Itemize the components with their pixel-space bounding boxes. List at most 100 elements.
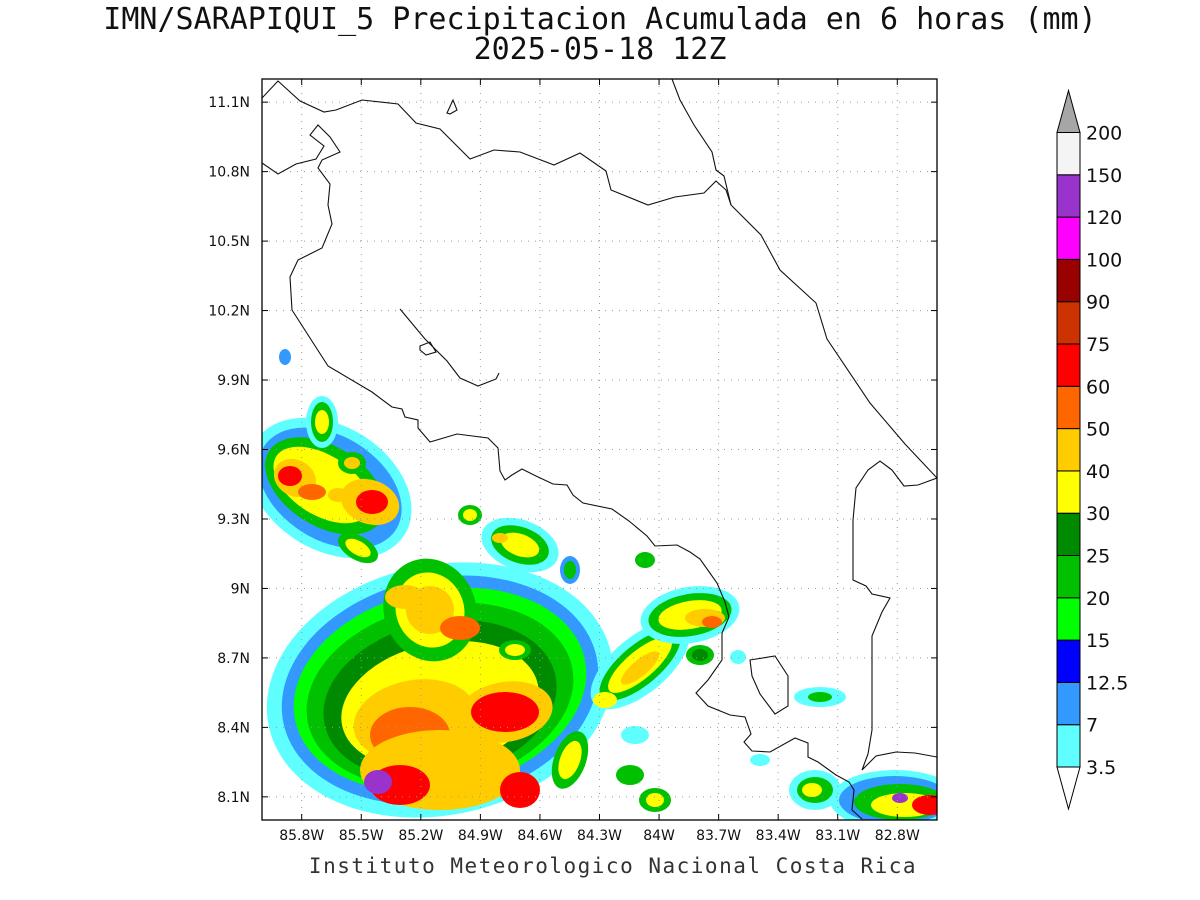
lat-tick-label: 8.4N xyxy=(217,720,250,736)
lat-tick-label: 10.2N xyxy=(208,304,250,320)
colorbar-label: 200 xyxy=(1086,123,1122,145)
lon-tick-label: 85.5W xyxy=(339,828,384,844)
colorbar-label: 20 xyxy=(1086,588,1110,610)
coastlines xyxy=(262,79,937,820)
precip-cell xyxy=(364,770,392,794)
lat-tick-label: 10.5N xyxy=(208,234,250,250)
precip-cell xyxy=(463,509,477,521)
lon-tick-label: 83.4W xyxy=(756,828,801,844)
colorbar-label: 50 xyxy=(1086,419,1110,441)
lon-tick-label: 85.2W xyxy=(398,828,443,844)
precip-cell xyxy=(440,616,480,640)
precip-cell xyxy=(912,795,937,815)
colorbar-swatch xyxy=(1056,385,1081,430)
precip-cell xyxy=(298,484,326,500)
colorbar-label: 120 xyxy=(1086,207,1122,229)
colorbar-swatch xyxy=(1056,301,1081,345)
nicoya-gulf-island xyxy=(419,341,437,356)
precip-cell xyxy=(616,765,644,785)
footer-credit: Instituto Meteorologico Nacional Costa R… xyxy=(308,854,918,878)
precip-cell xyxy=(692,649,708,661)
precip-cell xyxy=(385,585,425,609)
lon-tick-label: 85.8W xyxy=(279,828,324,844)
pacific-coastline-north xyxy=(262,80,937,820)
lat-tick-label: 9.3N xyxy=(217,512,250,528)
precip-cell xyxy=(750,754,770,766)
lat-tick-label: 9.6N xyxy=(217,443,250,459)
precipitation-field xyxy=(262,349,937,820)
colorbar-swatch xyxy=(1056,681,1081,726)
precip-cell xyxy=(471,692,539,732)
colorbar-label: 30 xyxy=(1086,503,1110,525)
colorbar-label: 12.5 xyxy=(1086,672,1128,694)
precip-cell xyxy=(328,488,348,502)
colorbar-label: 90 xyxy=(1086,292,1110,314)
colorbar: 3.5 7 12.5 15 20 25 30 40 50 60 75 90 100 120 150 200 xyxy=(1056,88,1128,811)
axis-ticks: 85.8W 85.5W 85.2W 84.9W 84.6W 84.3W 84W 83.7W 83… xyxy=(208,79,937,844)
colorbar-label: 7 xyxy=(1086,715,1098,737)
map-subtitle: 2025-05-18 12Z xyxy=(473,32,727,67)
lat-tick-label: 9N xyxy=(231,581,250,597)
precip-cell xyxy=(278,466,302,486)
colorbar-label: 25 xyxy=(1086,546,1110,568)
colorbar-swatch xyxy=(1056,512,1081,557)
colorbar-swatch xyxy=(1056,132,1081,176)
lon-tick-label: 83.1W xyxy=(815,828,860,844)
precip-cell xyxy=(646,793,664,807)
precip-cell xyxy=(558,740,582,780)
colorbar-label: 60 xyxy=(1086,376,1110,398)
colorbar-lower-arrow xyxy=(1056,766,1081,811)
north-lake xyxy=(446,98,458,115)
precip-cell xyxy=(505,644,525,656)
lat-tick-label: 11.1N xyxy=(208,95,250,111)
colorbar-swatch xyxy=(1056,639,1081,683)
lat-tick-label: 8.7N xyxy=(217,651,250,667)
colorbar-swatch xyxy=(1056,470,1081,514)
lat-tick-label: 8.1N xyxy=(217,790,250,806)
lon-tick-label: 83.7W xyxy=(696,828,741,844)
lon-tick-label: 84W xyxy=(643,828,675,844)
precip-cell xyxy=(802,783,822,797)
colorbar-label: 15 xyxy=(1086,630,1110,652)
precip-cell xyxy=(593,692,617,708)
precip-cell xyxy=(621,726,649,744)
colorbar-swatch xyxy=(1056,174,1081,218)
colorbar-label: 100 xyxy=(1086,249,1122,271)
colorbar-swatch xyxy=(1056,555,1081,599)
lon-tick-label: 84.6W xyxy=(517,828,562,844)
precip-cell xyxy=(620,651,660,685)
precip-cell xyxy=(345,538,371,558)
precip-cell xyxy=(702,616,722,628)
precip-cell xyxy=(730,650,746,664)
precip-cell xyxy=(808,692,832,702)
caribbean-coastline xyxy=(671,79,732,206)
colorbar-swatch xyxy=(1056,597,1081,641)
colorbar-label: 75 xyxy=(1086,334,1110,356)
colorbar-swatch xyxy=(1056,428,1081,472)
lon-tick-label: 84.9W xyxy=(458,828,503,844)
precip-cell xyxy=(492,533,508,543)
precip-cell xyxy=(500,772,540,808)
map-gridlines xyxy=(262,79,937,820)
colorbar-swatch xyxy=(1056,343,1081,387)
precip-cell xyxy=(564,561,576,579)
panama-border xyxy=(749,460,937,771)
precip-cell xyxy=(279,349,291,365)
precip-cell xyxy=(315,410,329,434)
lat-tick-label: 10.8N xyxy=(208,165,250,181)
colorbar-upper-arrow xyxy=(1056,88,1081,133)
lat-tick-label: 9.9N xyxy=(217,373,250,389)
colorbar-swatch xyxy=(1056,258,1081,303)
colorbar-label: 3.5 xyxy=(1086,757,1116,779)
colorbar-swatch xyxy=(1056,216,1081,260)
precip-cell xyxy=(356,490,388,514)
lon-tick-label: 84.3W xyxy=(577,828,622,844)
map-title: IMN/SARAPIQUI_5 Precipitacion Acumulada … xyxy=(103,2,1097,37)
precip-cell xyxy=(500,532,540,558)
colorbar-label: 150 xyxy=(1086,165,1122,187)
precip-cell xyxy=(344,457,360,469)
colorbar-swatch xyxy=(1056,724,1081,768)
precip-cell xyxy=(892,793,908,803)
colorbar-label: 40 xyxy=(1086,461,1110,483)
